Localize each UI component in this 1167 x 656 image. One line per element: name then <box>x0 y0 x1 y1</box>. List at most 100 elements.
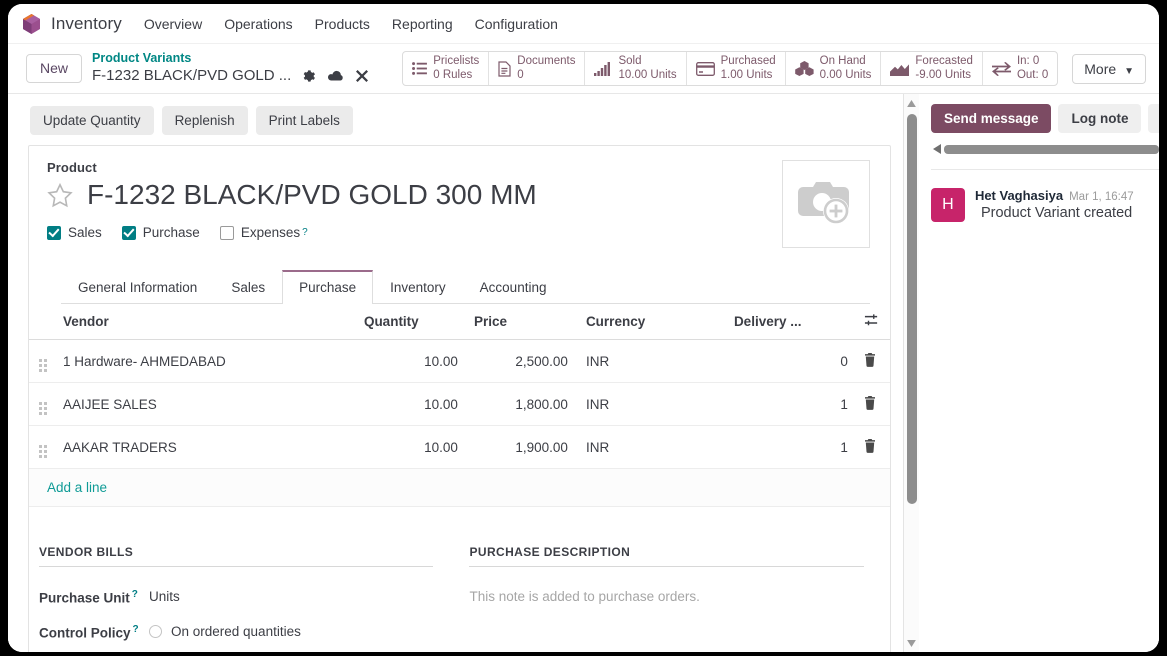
cell-delivery[interactable]: 1 <box>725 382 856 426</box>
drag-handle-icon[interactable] <box>29 382 55 426</box>
close-icon[interactable] <box>356 70 369 83</box>
nav-overview[interactable]: Overview <box>143 15 203 32</box>
new-button[interactable]: New <box>26 54 83 83</box>
nav-operations[interactable]: Operations <box>224 15 293 32</box>
breadcrumb-parent[interactable]: Product Variants <box>92 51 192 66</box>
scrollbar-thumb[interactable] <box>906 114 917 504</box>
stat-button-purchased[interactable]: Purchased 1.00 Units <box>687 52 786 85</box>
delete-row-button[interactable] <box>855 382 890 426</box>
column-options-icon[interactable] <box>855 304 890 340</box>
nav-products[interactable]: Products <box>314 15 370 32</box>
header-price[interactable]: Price <box>465 304 576 340</box>
scroll-left-arrow-icon[interactable] <box>931 144 944 154</box>
cell-delivery[interactable]: 1 <box>725 425 856 469</box>
radio-on-ordered-quantities[interactable]: On ordered quantities <box>149 624 305 639</box>
more-button[interactable]: More ▼ <box>1072 53 1146 84</box>
group-title-vendor-bills: VENDOR BILLS <box>39 545 434 567</box>
checkbox-sales-box[interactable] <box>47 225 61 240</box>
stat-button-forecasted[interactable]: Forecasted -9.00 Units <box>881 52 983 85</box>
delete-row-button[interactable] <box>855 339 890 383</box>
star-outline-icon[interactable] <box>47 182 73 208</box>
checkbox-sales[interactable]: Sales <box>47 225 102 240</box>
purchase-description-input[interactable]: This note is added to purchase orders. <box>469 589 700 604</box>
chatter-scrollbar-thumb[interactable] <box>943 144 1159 154</box>
stat-button-pricelists[interactable]: Pricelists 0 Rules <box>403 52 490 85</box>
checkbox-expenses[interactable]: Expenses ? <box>219 225 308 240</box>
send-message-button[interactable]: Send message <box>930 104 1052 133</box>
cell-currency[interactable]: INR <box>575 382 726 426</box>
cell-currency[interactable]: INR <box>575 425 726 469</box>
checkbox-purchase[interactable]: Purchase <box>121 225 200 240</box>
tab-general-information[interactable]: General Information <box>78 280 198 295</box>
radio-on-received-quantities-dot[interactable] <box>149 651 162 652</box>
stat-value: 10.00 Units <box>618 68 677 81</box>
value-purchase-unit[interactable]: Units <box>149 589 180 604</box>
delete-row-button[interactable] <box>855 425 890 469</box>
scroll-down-arrow-icon[interactable] <box>904 636 920 650</box>
cell-vendor[interactable]: AAKAR TRADERS <box>55 425 356 469</box>
cell-quantity[interactable]: 10.00 <box>355 339 466 383</box>
activities-button[interactable] <box>1148 104 1159 133</box>
tab-sales[interactable]: Sales <box>231 280 266 295</box>
form-vertical-scrollbar[interactable] <box>902 94 920 652</box>
stat-value: Out: 0 <box>1016 68 1049 81</box>
chatter-horizontal-scrollbar[interactable] <box>931 143 1159 155</box>
table-header-row: Vendor Quantity Price Currency Delivery … <box>29 304 890 340</box>
message-item: H Het Vaghasiya Mar 1, 16:47 Product Var… <box>930 170 1159 222</box>
tab-inventory[interactable]: Inventory <box>390 280 446 295</box>
cell-vendor[interactable]: 1 Hardware- AHMEDABAD <box>55 339 356 383</box>
stat-button-in-out[interactable]: In: 0 Out: 0 <box>983 52 1057 85</box>
add-a-line-button[interactable]: Add a line <box>29 469 890 507</box>
header-quantity[interactable]: Quantity <box>355 304 466 340</box>
print-labels-button[interactable]: Print Labels <box>255 106 353 135</box>
cell-price[interactable]: 1,900.00 <box>465 425 576 469</box>
odoo-cube-icon[interactable] <box>22 13 41 35</box>
control-panel: New Product Variants F-1232 BLACK/PVD GO… <box>8 44 1159 94</box>
cell-price[interactable]: 2,500.00 <box>465 339 576 383</box>
cloud-upload-icon[interactable] <box>328 70 344 83</box>
gear-icon[interactable] <box>303 70 316 83</box>
table-row[interactable]: AAKAR TRADERS 10.00 1,900.00 INR 1 <box>29 425 890 469</box>
checkbox-purchase-box[interactable] <box>121 225 136 240</box>
cell-currency[interactable]: INR <box>575 339 726 383</box>
message-author[interactable]: Het Vaghasiya <box>974 188 1064 203</box>
header-delivery[interactable]: Delivery ... <box>725 304 856 340</box>
drag-handle-icon[interactable] <box>29 339 55 383</box>
product-image-upload[interactable] <box>781 160 870 248</box>
nav-reporting[interactable]: Reporting <box>391 15 453 32</box>
header-currency[interactable]: Currency <box>575 304 726 340</box>
scroll-up-arrow-icon[interactable] <box>904 96 920 110</box>
update-quantity-button[interactable]: Update Quantity <box>30 106 154 135</box>
page-title[interactable]: F-1232 BLACK/PVD GOLD 300 MM <box>87 179 537 210</box>
avatar[interactable]: H <box>930 188 965 222</box>
radio-on-ordered-quantities-dot[interactable] <box>149 624 162 638</box>
cell-price[interactable]: 1,800.00 <box>465 382 576 426</box>
radio-on-received-quantities-label: On received quantities <box>171 651 305 653</box>
exchange-icon <box>991 61 1011 76</box>
help-icon[interactable]: ? <box>132 623 139 635</box>
cell-vendor[interactable]: AAIJEE SALES <box>55 382 356 426</box>
stat-button-sold[interactable]: Sold 10.00 Units <box>585 52 687 85</box>
log-note-button[interactable]: Log note <box>1058 104 1142 133</box>
app-title[interactable]: Inventory <box>51 13 122 33</box>
stat-button-documents[interactable]: Documents 0 <box>489 52 586 85</box>
stat-button-on-hand[interactable]: On Hand 0.00 Units <box>786 52 882 85</box>
checkbox-expenses-box[interactable] <box>219 225 234 240</box>
table-row[interactable]: AAIJEE SALES 10.00 1,800.00 INR 1 <box>29 382 890 426</box>
replenish-button[interactable]: Replenish <box>161 106 248 135</box>
help-icon[interactable]: ? <box>131 589 138 600</box>
group-title-purchase-description: PURCHASE DESCRIPTION <box>469 545 864 567</box>
help-icon[interactable]: ? <box>302 227 308 239</box>
cell-quantity[interactable]: 10.00 <box>355 382 466 426</box>
cell-delivery[interactable]: 0 <box>725 339 856 383</box>
tab-accounting[interactable]: Accounting <box>479 280 547 295</box>
stat-value: 0 <box>517 68 524 81</box>
cell-quantity[interactable]: 10.00 <box>355 425 466 469</box>
tab-purchase[interactable]: Purchase <box>282 270 374 304</box>
header-vendor[interactable]: Vendor <box>55 304 356 340</box>
radio-on-received-quantities[interactable]: On received quantities <box>149 651 305 653</box>
nav-configuration[interactable]: Configuration <box>474 15 558 32</box>
stat-label: Pricelists <box>433 54 480 67</box>
table-row[interactable]: 1 Hardware- AHMEDABAD 10.00 2,500.00 INR… <box>29 339 890 383</box>
drag-handle-icon[interactable] <box>29 425 55 469</box>
